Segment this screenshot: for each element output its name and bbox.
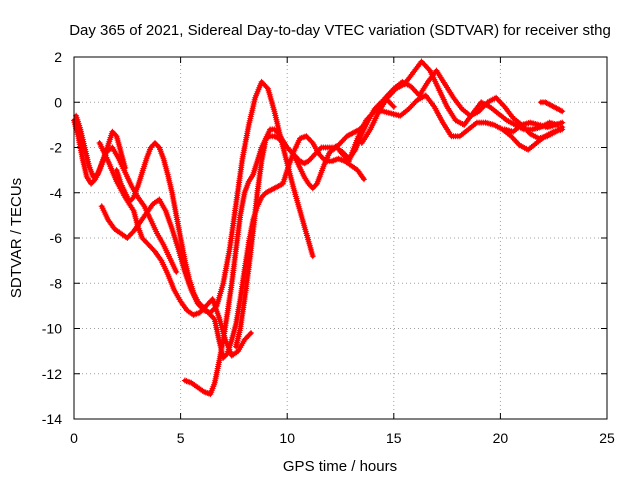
satellite-track-6	[181, 121, 367, 398]
satellite-track-12-markers	[537, 99, 566, 115]
x-tick-label: 15	[386, 430, 402, 446]
grid	[74, 57, 607, 419]
satellite-track-5	[113, 133, 367, 361]
data-series	[71, 58, 566, 398]
x-tick-label: 20	[493, 430, 509, 446]
satellite-track-2-markers	[73, 112, 180, 275]
x-tick-label: 0	[70, 430, 78, 446]
satellite-track-8-markers	[337, 92, 566, 165]
satellite-track-7-markers	[233, 97, 397, 350]
satellite-track-11-markers	[501, 119, 566, 135]
x-tick-label: 25	[599, 430, 615, 446]
x-axis-label: GPS time / hours	[283, 458, 397, 475]
satellite-track-7	[233, 97, 397, 350]
satellite-track-6-trace	[182, 122, 366, 397]
x-tick-label: 5	[177, 430, 185, 446]
y-tick-label: -6	[50, 230, 63, 246]
y-tick-label: 0	[54, 94, 62, 110]
satellite-track-10-markers	[373, 67, 566, 142]
satellite-track-6-markers	[181, 121, 367, 398]
satellite-track-11	[501, 119, 566, 135]
y-tick-label: -4	[50, 185, 63, 201]
x-tick-label: 10	[279, 430, 295, 446]
y-tick-label: 2	[54, 49, 62, 65]
y-tick-label: -12	[42, 366, 62, 382]
y-tick-label: -8	[50, 275, 63, 291]
chart-title: Day 365 of 2021, Sidereal Day-to-day VTE…	[69, 22, 611, 39]
y-tick-label: -10	[42, 321, 62, 337]
satellite-track-5-markers	[113, 133, 367, 361]
plot-area-border	[73, 56, 608, 420]
satellite-track-7-trace	[234, 97, 396, 349]
satellite-track-2	[73, 112, 180, 275]
y-tick-label: -2	[50, 140, 63, 156]
satellite-track-3	[96, 140, 254, 359]
y-tick-label: -14	[42, 411, 62, 427]
satellite-track-12	[537, 99, 566, 115]
y-axis-label: SDTVAR / TECUs	[8, 178, 25, 298]
satellite-track-10	[373, 67, 566, 142]
